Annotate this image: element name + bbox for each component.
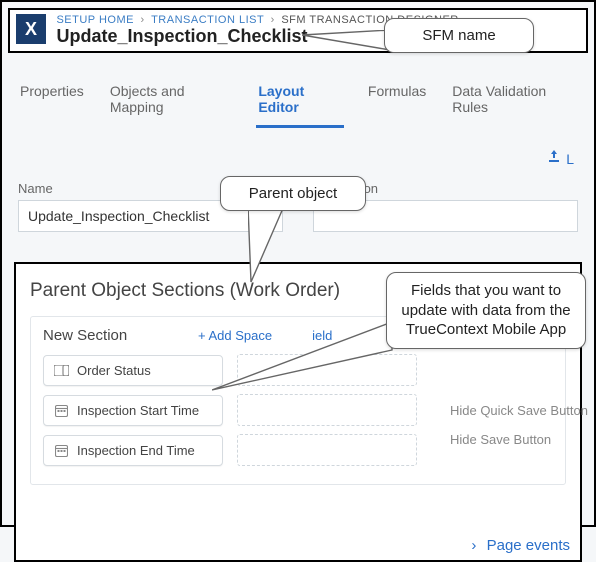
picklist-icon (54, 364, 69, 377)
chevron-right-icon: › (141, 14, 145, 26)
callout-tail (212, 322, 397, 392)
field-label: Order Status (77, 363, 151, 378)
tab-objects-mapping[interactable]: Objects and Mapping (108, 77, 235, 128)
callout-sfm-name: SFM name (384, 18, 534, 53)
callout-fields: Fields that you want to update with data… (386, 272, 586, 349)
tab-layout-editor[interactable]: Layout Editor (256, 77, 344, 128)
breadcrumb-setup[interactable]: SETUP HOME (56, 14, 134, 26)
field-inspection-end[interactable]: Inspection End Time (43, 435, 223, 466)
tab-formulas[interactable]: Formulas (366, 77, 428, 128)
page-events-label: Page events (487, 537, 570, 554)
calendar-icon (54, 404, 69, 417)
chevron-right-icon: › (271, 14, 275, 26)
field-label: Inspection End Time (77, 443, 195, 458)
field-inspection-start[interactable]: Inspection Start Time (43, 395, 223, 426)
tab-properties[interactable]: Properties (18, 77, 86, 128)
calendar-icon (54, 444, 69, 457)
side-links: Hide Quick Save Button Hide Save Button (450, 389, 588, 461)
empty-slot[interactable] (237, 394, 417, 426)
tab-bar: Properties Objects and Mapping Layout Ed… (18, 77, 578, 128)
hide-quick-save[interactable]: Hide Quick Save Button (450, 403, 588, 418)
callout-tail (302, 30, 392, 60)
empty-slot[interactable] (237, 434, 417, 466)
tab-data-validation[interactable]: Data Validation Rules (450, 77, 578, 128)
page-events-toggle[interactable]: › Page events (471, 537, 570, 554)
upload-label[interactable]: L (566, 151, 574, 167)
hide-save[interactable]: Hide Save Button (450, 432, 588, 447)
callout-tail (248, 204, 308, 284)
callout-parent-object: Parent object (220, 176, 366, 211)
breadcrumb-transaction-list[interactable]: TRANSACTION LIST (151, 14, 264, 26)
upload-icon[interactable] (546, 148, 562, 167)
field-label: Inspection Start Time (77, 403, 199, 418)
field-order-status[interactable]: Order Status (43, 355, 223, 386)
upload-row: L (2, 148, 574, 167)
section-name: New Section (43, 327, 198, 344)
app-logo: X (16, 14, 46, 44)
chevron-right-icon: › (471, 537, 476, 554)
